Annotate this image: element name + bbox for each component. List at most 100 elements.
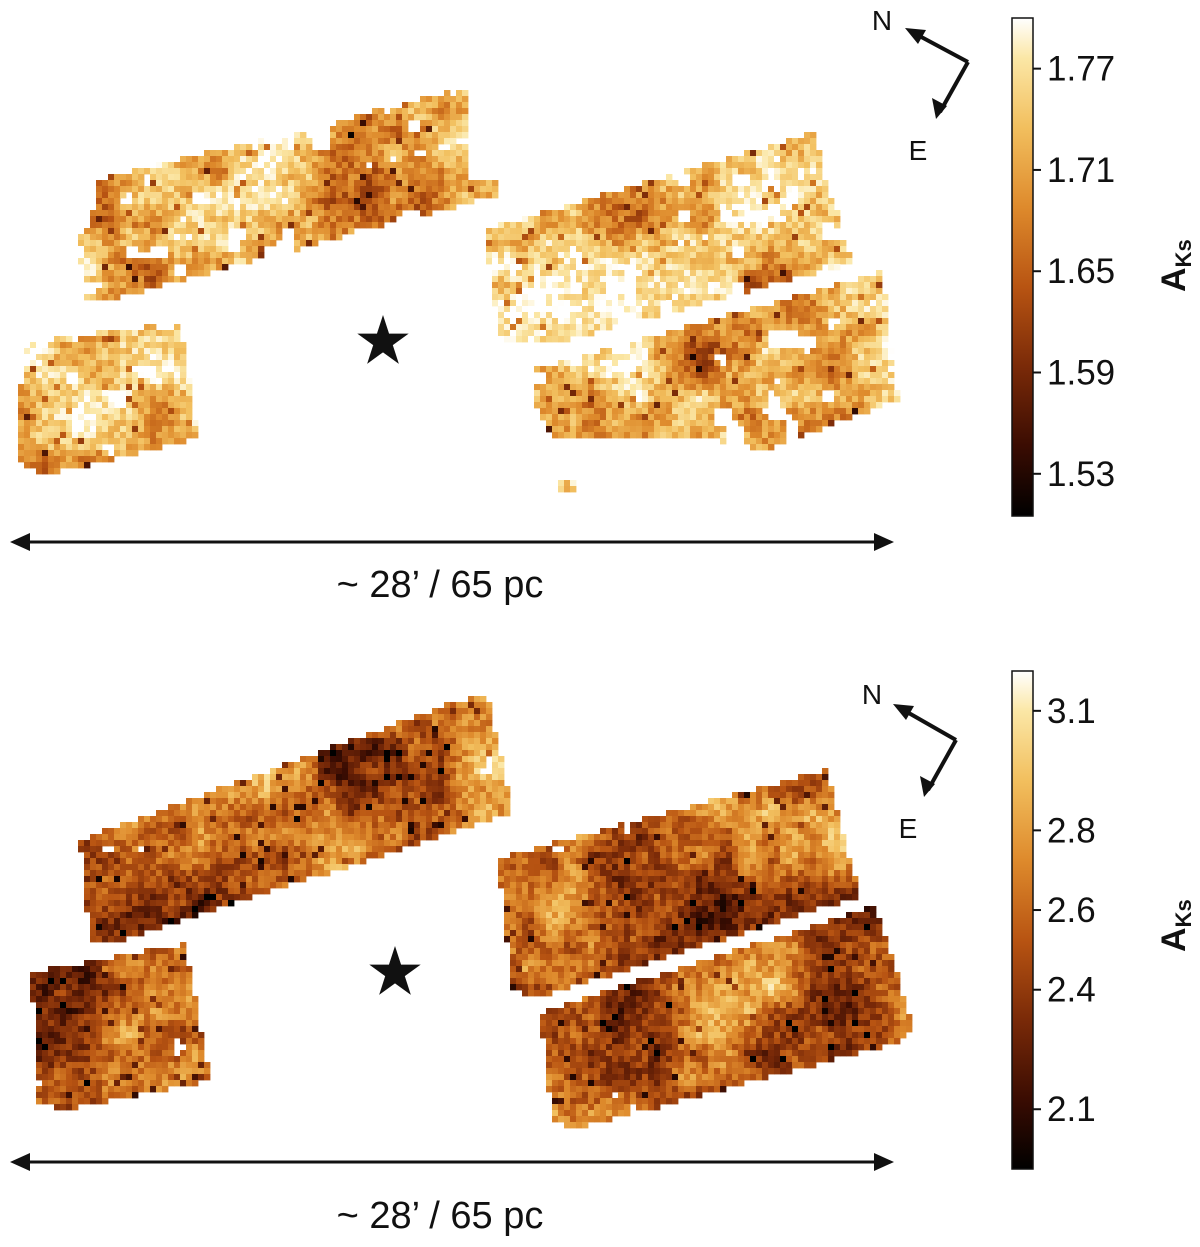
map-pixel: [222, 174, 229, 181]
map-pixel: [60, 372, 67, 379]
map-pixel: [810, 360, 817, 367]
map-pixel: [204, 186, 211, 193]
map-pixel: [120, 258, 127, 265]
map-pixel: [660, 270, 667, 277]
scale-bar-top: ~ 28’ / 65 pc: [10, 533, 894, 606]
map-pixel: [414, 792, 421, 799]
map-pixel: [876, 324, 883, 331]
map-pixel: [18, 426, 25, 433]
map-pixel: [774, 384, 781, 391]
map-pixel: [258, 180, 265, 187]
map-pixel: [498, 324, 505, 331]
map-pixel: [672, 234, 679, 241]
map-pixel: [492, 792, 499, 799]
map-pixel: [666, 810, 673, 817]
map-pixel: [858, 300, 865, 307]
map-pixel: [222, 168, 229, 175]
map-pixel: [366, 822, 373, 829]
map-pixel: [432, 126, 439, 133]
map-pixel: [804, 144, 811, 151]
map-pixel: [216, 216, 223, 223]
map-pixel: [426, 108, 433, 115]
map-pixel: [48, 360, 55, 367]
map-pixel: [714, 342, 721, 349]
map-pixel: [750, 420, 757, 427]
map-pixel: [306, 780, 313, 787]
map-pixel: [180, 156, 187, 163]
map-pixel: [516, 270, 523, 277]
map-pixel: [432, 156, 439, 163]
map-pixel: [126, 204, 133, 211]
map-pixel: [720, 378, 727, 385]
map-pixel: [690, 336, 697, 343]
map-pixel: [420, 768, 427, 775]
map-pixel: [732, 390, 739, 397]
map-pixel: [114, 228, 121, 235]
map-pixel: [690, 342, 697, 349]
map-pixel: [240, 144, 247, 151]
map-pixel: [708, 330, 715, 337]
map-pixel: [396, 210, 403, 217]
map-pixel: [48, 384, 55, 391]
map-pixel: [714, 240, 721, 247]
map-pixel: [432, 162, 439, 169]
map-pixel: [840, 324, 847, 331]
map-pixel: [366, 198, 373, 205]
map-pixel: [738, 420, 745, 427]
map-pixel: [96, 396, 103, 403]
map-pixel: [216, 168, 223, 175]
map-pixel: [342, 780, 349, 787]
map-pixel: [684, 276, 691, 283]
map-pixel: [720, 192, 727, 199]
map-pixel: [522, 270, 529, 277]
map-pixel: [678, 228, 685, 235]
map-pixel: [312, 810, 319, 817]
map-pixel: [402, 774, 409, 781]
map-pixel: [648, 390, 655, 397]
map-pixel: [138, 360, 145, 367]
map-pixel: [264, 228, 271, 235]
map-pixel: [258, 138, 265, 145]
map-pixel: [648, 180, 655, 187]
map-pixel: [96, 258, 103, 265]
map-pixel: [150, 348, 157, 355]
map-pixel: [570, 246, 577, 253]
map-pixel: [642, 342, 649, 349]
map-pixel: [300, 786, 307, 793]
map-pixel: [90, 348, 97, 355]
map-pixel: [480, 702, 487, 709]
map-pixel: [48, 396, 55, 403]
map-pixel: [666, 246, 673, 253]
map-pixel: [306, 186, 313, 193]
map-pixel: [330, 204, 337, 211]
map-pixel: [870, 390, 877, 397]
map-pixel: [492, 294, 499, 301]
map-pixel: [456, 768, 463, 775]
map-pixel: [162, 822, 169, 829]
map-pixel: [642, 420, 649, 427]
map-pixel: [678, 186, 685, 193]
map-pixel: [618, 300, 625, 307]
map-pixel: [30, 426, 37, 433]
map-pixel: [372, 768, 379, 775]
map-pixel: [312, 762, 319, 769]
map-pixel: [738, 204, 745, 211]
map-pixel: [720, 426, 727, 433]
map-pixel: [732, 222, 739, 229]
map-pixel: [774, 390, 781, 397]
map-pixel: [774, 144, 781, 151]
map-pixel: [432, 816, 439, 823]
map-pixel: [96, 270, 103, 277]
map-pixel: [714, 360, 721, 367]
map-pixel: [666, 366, 673, 373]
map-pixel: [258, 798, 265, 805]
map-pixel: [816, 222, 823, 229]
map-pixel: [612, 378, 619, 385]
map-pixel: [120, 450, 127, 457]
map-pixel: [570, 420, 577, 427]
map-pixel: [384, 192, 391, 199]
map-pixel: [588, 396, 595, 403]
map-pixel: [354, 822, 361, 829]
map-pixel: [762, 342, 769, 349]
map-pixel: [792, 816, 799, 823]
